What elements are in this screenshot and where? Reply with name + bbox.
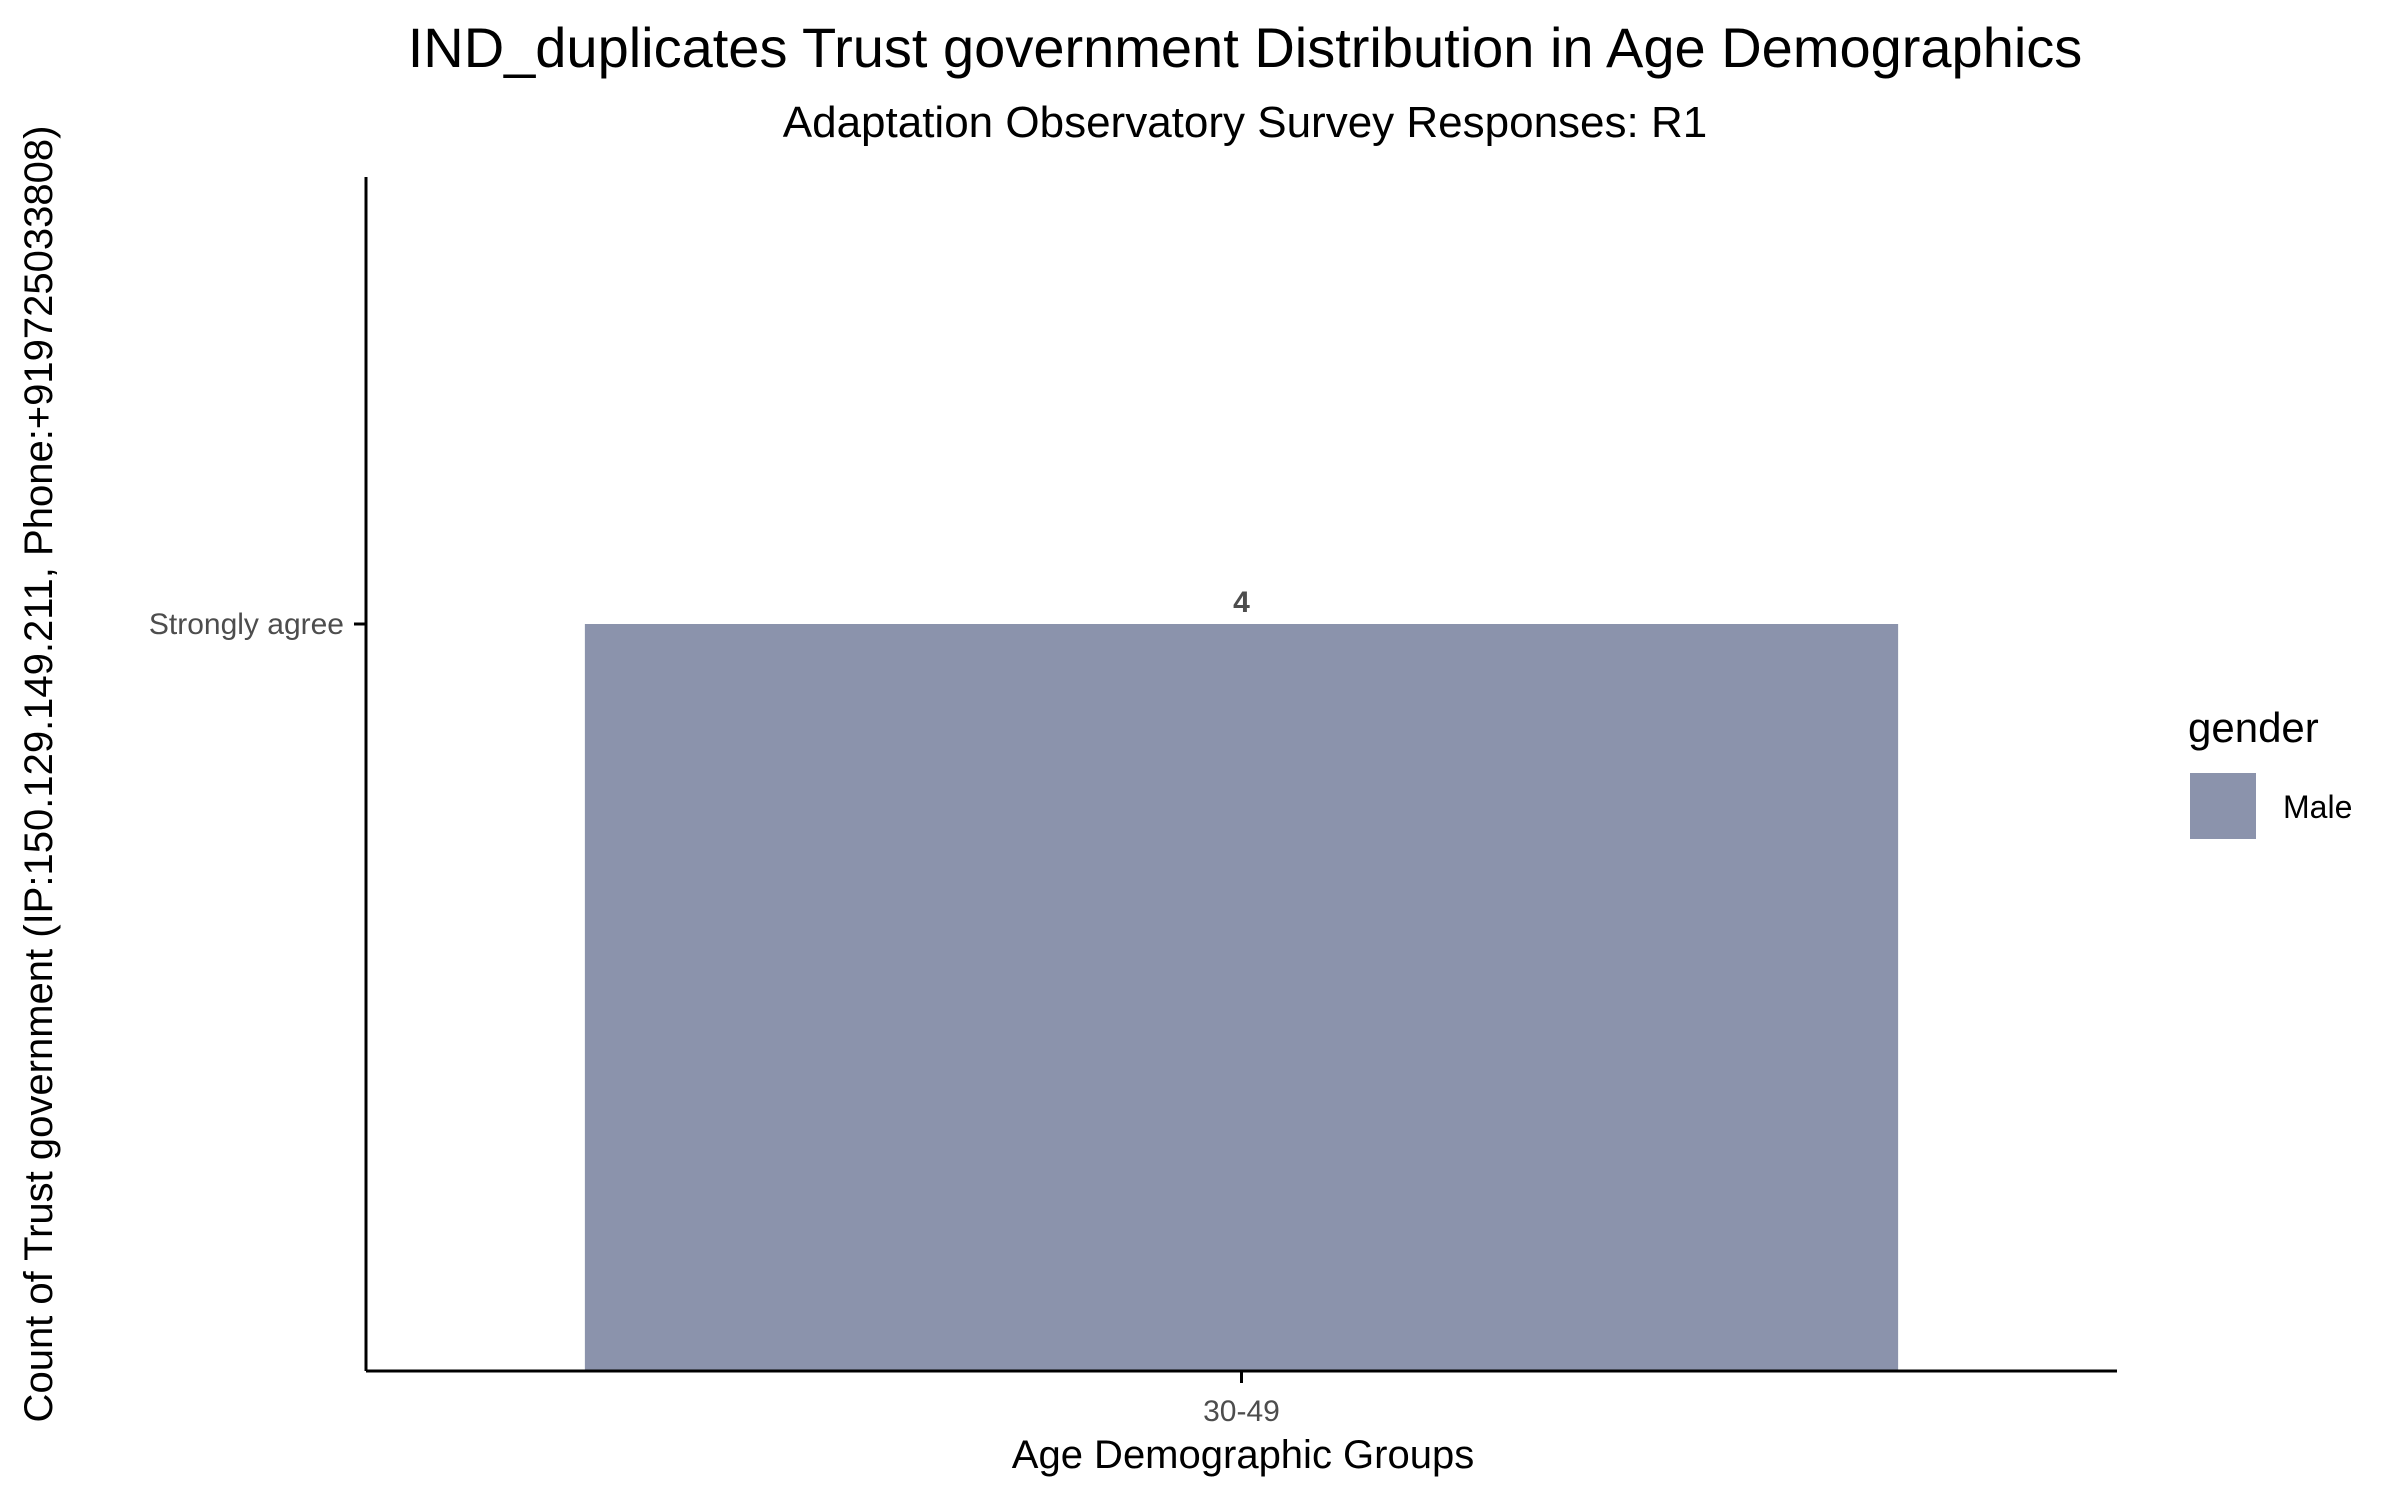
chart-subtitle: Adaptation Observatory Survey Responses:…: [783, 98, 1707, 147]
y-axis-title: Count of Trust government (IP:150.129.14…: [17, 126, 61, 1423]
data-label-30-49: 4: [1233, 586, 1250, 619]
chart-title: IND_duplicates Trust government Distribu…: [408, 16, 2083, 79]
bar-30-49: [584, 624, 1899, 1371]
legend: gender Male: [2188, 704, 2352, 839]
y-tick-label: Strongly agree: [149, 608, 344, 641]
legend-key-male: [2190, 773, 2256, 839]
legend-title: gender: [2188, 704, 2319, 751]
x-axis-title: Age Demographic Groups: [1012, 1433, 1474, 1477]
legend-label-male: Male: [2283, 789, 2352, 825]
plot-area: 4 30-49 Strongly agree: [149, 586, 1899, 1428]
x-tick-label-30-49: 30-49: [1203, 1395, 1280, 1428]
